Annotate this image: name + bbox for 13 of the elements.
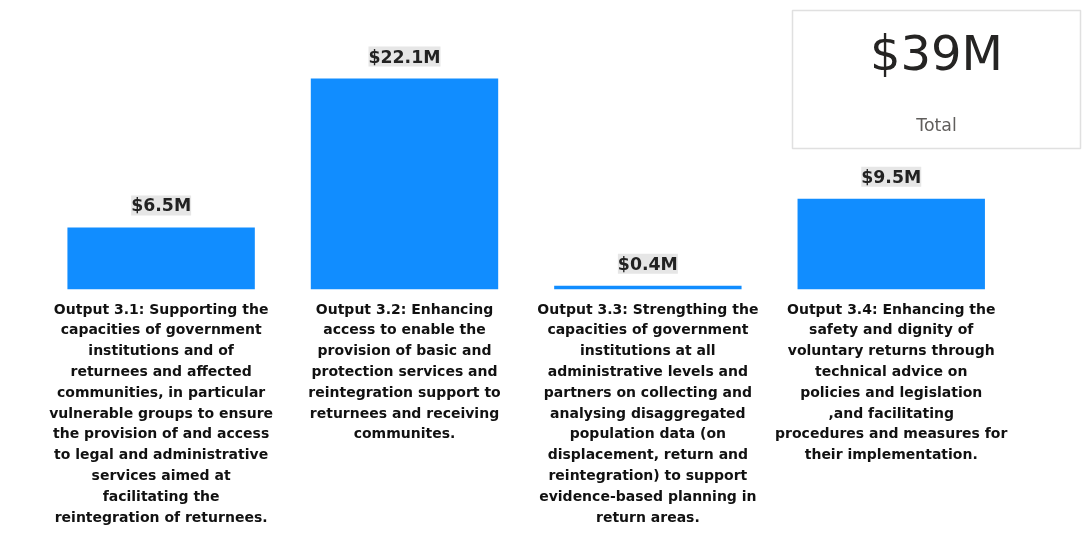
annotation: $39M	[869, 24, 1004, 81]
category-label: Output 3.1: Supporting the capacities of government institutions and of returnees and affected communities, in particular vulnerable groups to ensure the provision of and access to legal and administrative services aimed at facilitating the reintegration of returnees.	[49, 300, 274, 525]
data-label: $0.4M	[617, 253, 678, 274]
data-label: $6.5M	[131, 195, 192, 216]
bar	[797, 198, 985, 290]
annotation: Total	[915, 114, 957, 135]
data-label: $22.1M	[368, 46, 441, 67]
x-tick-label: Output 3.2: Enhancing access to enable the provision of basic and protection services and reintegration support to returnees and receiving communites.	[308, 300, 502, 442]
bar	[310, 78, 499, 290]
x-tick-label: Output 3.4: Enhancing the safety and dignity of voluntary returns through technical advice on policies and legislation ,and facilitating procedures and measures for their implementation.	[775, 300, 1008, 463]
data-label: $9.5M	[861, 166, 922, 187]
category-label: Output 3.3: Strengthing the capacities of government institutions at all administrative levels and partners on collecting and analysing disaggregated population data (on displacement, return and reintegration) to support evidence-based planning in return areas.	[537, 300, 759, 525]
bar	[67, 227, 255, 290]
